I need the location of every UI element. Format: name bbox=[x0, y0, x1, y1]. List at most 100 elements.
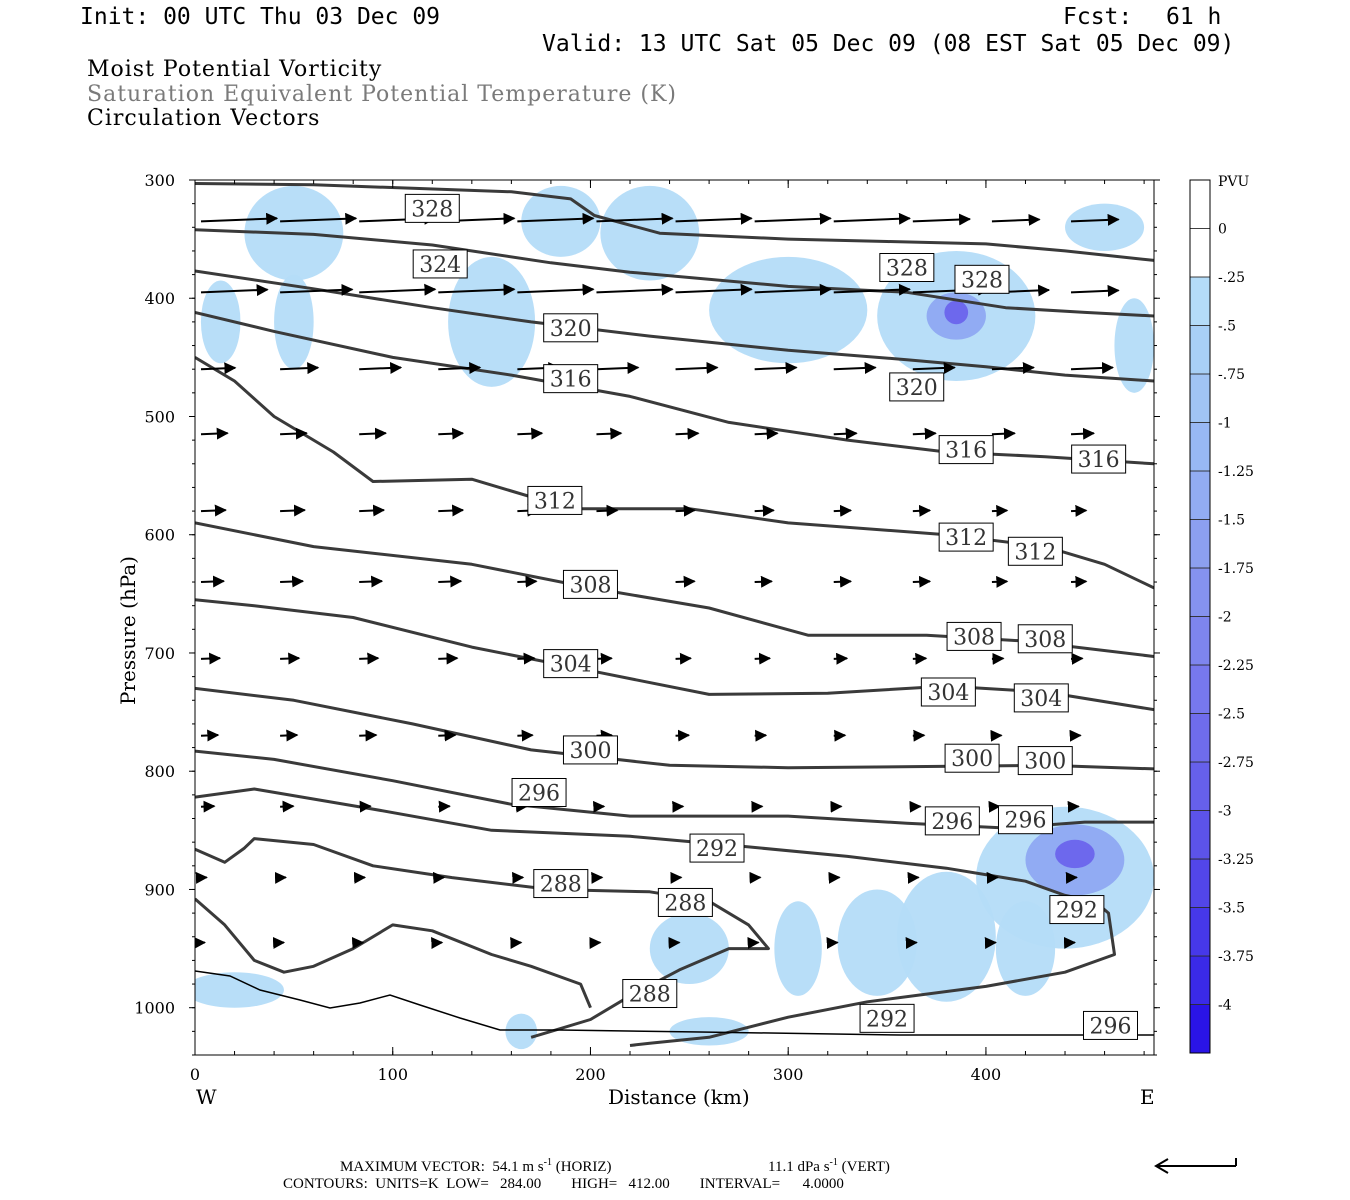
circulation-vector bbox=[359, 361, 403, 374]
pv-shade-region bbox=[944, 300, 969, 325]
circulation-vector bbox=[912, 652, 928, 665]
circulation-vector bbox=[675, 361, 719, 374]
circulation-vector bbox=[991, 361, 1035, 374]
contour-label: 312 bbox=[945, 526, 987, 551]
circulation-vector bbox=[359, 575, 384, 588]
circulation-vector bbox=[200, 652, 222, 665]
colorbar-swatch bbox=[1189, 616, 1211, 666]
contour-label-box bbox=[1071, 444, 1127, 474]
contour-label-box bbox=[562, 735, 618, 765]
max-vector-unit: -1 bbox=[543, 1157, 552, 1168]
circulation-vector bbox=[754, 504, 775, 517]
contour-label: 300 bbox=[1024, 750, 1066, 775]
circulation-vector bbox=[833, 504, 853, 517]
colorbar-swatch bbox=[1189, 858, 1211, 908]
circulation-vector bbox=[596, 212, 674, 225]
circulation-vector bbox=[1070, 427, 1096, 440]
circulation-vector bbox=[754, 427, 779, 440]
colorbar-swatch bbox=[1189, 276, 1211, 326]
pv-shade-region bbox=[195, 972, 284, 1008]
circulation-vector bbox=[200, 212, 279, 225]
circulation-vector bbox=[280, 729, 299, 742]
vertical-vector-label: 11.1 dPa s-1 (VERT) bbox=[768, 1157, 890, 1176]
field-title-theta-e: Saturation Equivalent Potential Temperat… bbox=[87, 82, 677, 107]
circulation-vector bbox=[200, 800, 216, 813]
contour-label: 296 bbox=[518, 782, 560, 807]
circulation-vector bbox=[1070, 284, 1120, 297]
colorbar-swatch bbox=[1189, 955, 1211, 1005]
pv-shade-region bbox=[837, 889, 917, 996]
theta-e-contour-284 bbox=[195, 897, 592, 1009]
pv-shade-region bbox=[1055, 839, 1095, 869]
colorbar-label: -3.75 bbox=[1218, 949, 1254, 965]
circulation-vector bbox=[438, 652, 459, 665]
circulation-vector bbox=[280, 575, 305, 588]
colorbar-label: -3 bbox=[1218, 804, 1232, 820]
circulation-vector bbox=[675, 427, 700, 440]
contour-label: 312 bbox=[534, 489, 576, 514]
y-tick-label: 700 bbox=[144, 644, 175, 663]
y-tick-label: 500 bbox=[144, 407, 175, 426]
y-tick-label: 400 bbox=[144, 289, 175, 308]
contour-label: 304 bbox=[550, 653, 592, 678]
circulation-vector bbox=[754, 575, 773, 588]
circulation-vector bbox=[675, 212, 753, 225]
contour-label-box bbox=[1017, 746, 1073, 776]
contour-label: 324 bbox=[419, 253, 461, 278]
pv-shade-region bbox=[774, 901, 822, 996]
contour-label-box bbox=[879, 253, 935, 282]
theta-e-contour-316 bbox=[195, 310, 1154, 466]
x-tick-label: 300 bbox=[773, 1065, 804, 1084]
contour-label-box bbox=[657, 887, 713, 917]
x-tick-label: 100 bbox=[377, 1065, 408, 1084]
colorbar-title: PVU bbox=[1218, 174, 1250, 190]
contour-label: 308 bbox=[1024, 628, 1066, 653]
circulation-vector bbox=[596, 504, 619, 517]
contour-label: 312 bbox=[1014, 540, 1056, 565]
colorbar-label: -2.25 bbox=[1218, 658, 1254, 674]
circulation-vector bbox=[754, 652, 772, 665]
circulation-vector bbox=[912, 213, 972, 226]
circulation-vector bbox=[596, 652, 613, 665]
circulation-vector bbox=[517, 729, 534, 742]
contour-label-box bbox=[533, 869, 589, 899]
contour-label-box bbox=[889, 372, 945, 402]
circulation-vector bbox=[517, 212, 595, 225]
contour-label: 292 bbox=[1056, 899, 1098, 924]
circulation-vector bbox=[833, 361, 877, 374]
circulation-vector bbox=[754, 212, 832, 225]
circulation-vector bbox=[280, 652, 301, 665]
contour-label-box bbox=[859, 1003, 915, 1033]
colorbar-swatch bbox=[1189, 1004, 1211, 1054]
circulation-vector bbox=[200, 362, 237, 375]
circulation-vector bbox=[438, 427, 465, 440]
circulation-vector bbox=[675, 729, 691, 742]
pv-shade-region bbox=[505, 1013, 538, 1050]
circulation-vector bbox=[912, 575, 932, 588]
circulation-vector bbox=[991, 427, 1016, 440]
colorbar-label: -1 bbox=[1218, 416, 1232, 432]
pv-shade-region bbox=[709, 256, 868, 364]
contour-label: 292 bbox=[866, 1007, 908, 1032]
theta-e-contour-300 bbox=[195, 686, 1154, 771]
circulation-vector bbox=[438, 504, 465, 517]
contour-label: 296 bbox=[931, 810, 973, 835]
circulation-vector bbox=[675, 283, 753, 296]
y-tick-label: 900 bbox=[144, 880, 175, 899]
circulation-vector bbox=[200, 427, 229, 440]
pv-shade-region bbox=[896, 871, 996, 1002]
circulation-vector bbox=[517, 575, 538, 588]
pv-shade-region bbox=[600, 185, 700, 281]
terrain-line bbox=[195, 970, 1154, 1036]
contour-label: 328 bbox=[961, 268, 1003, 293]
field-title-mpv: Moist Potential Vorticity bbox=[87, 57, 383, 82]
colorbar-swatch bbox=[1189, 179, 1211, 229]
circulation-vector bbox=[1070, 504, 1088, 517]
circulation-vector bbox=[438, 575, 463, 588]
circulation-vector bbox=[438, 283, 516, 296]
contour-label-box bbox=[412, 249, 468, 279]
contour-label-box bbox=[920, 677, 976, 707]
circulation-vector bbox=[912, 361, 956, 374]
colorbar-swatch bbox=[1189, 907, 1211, 957]
